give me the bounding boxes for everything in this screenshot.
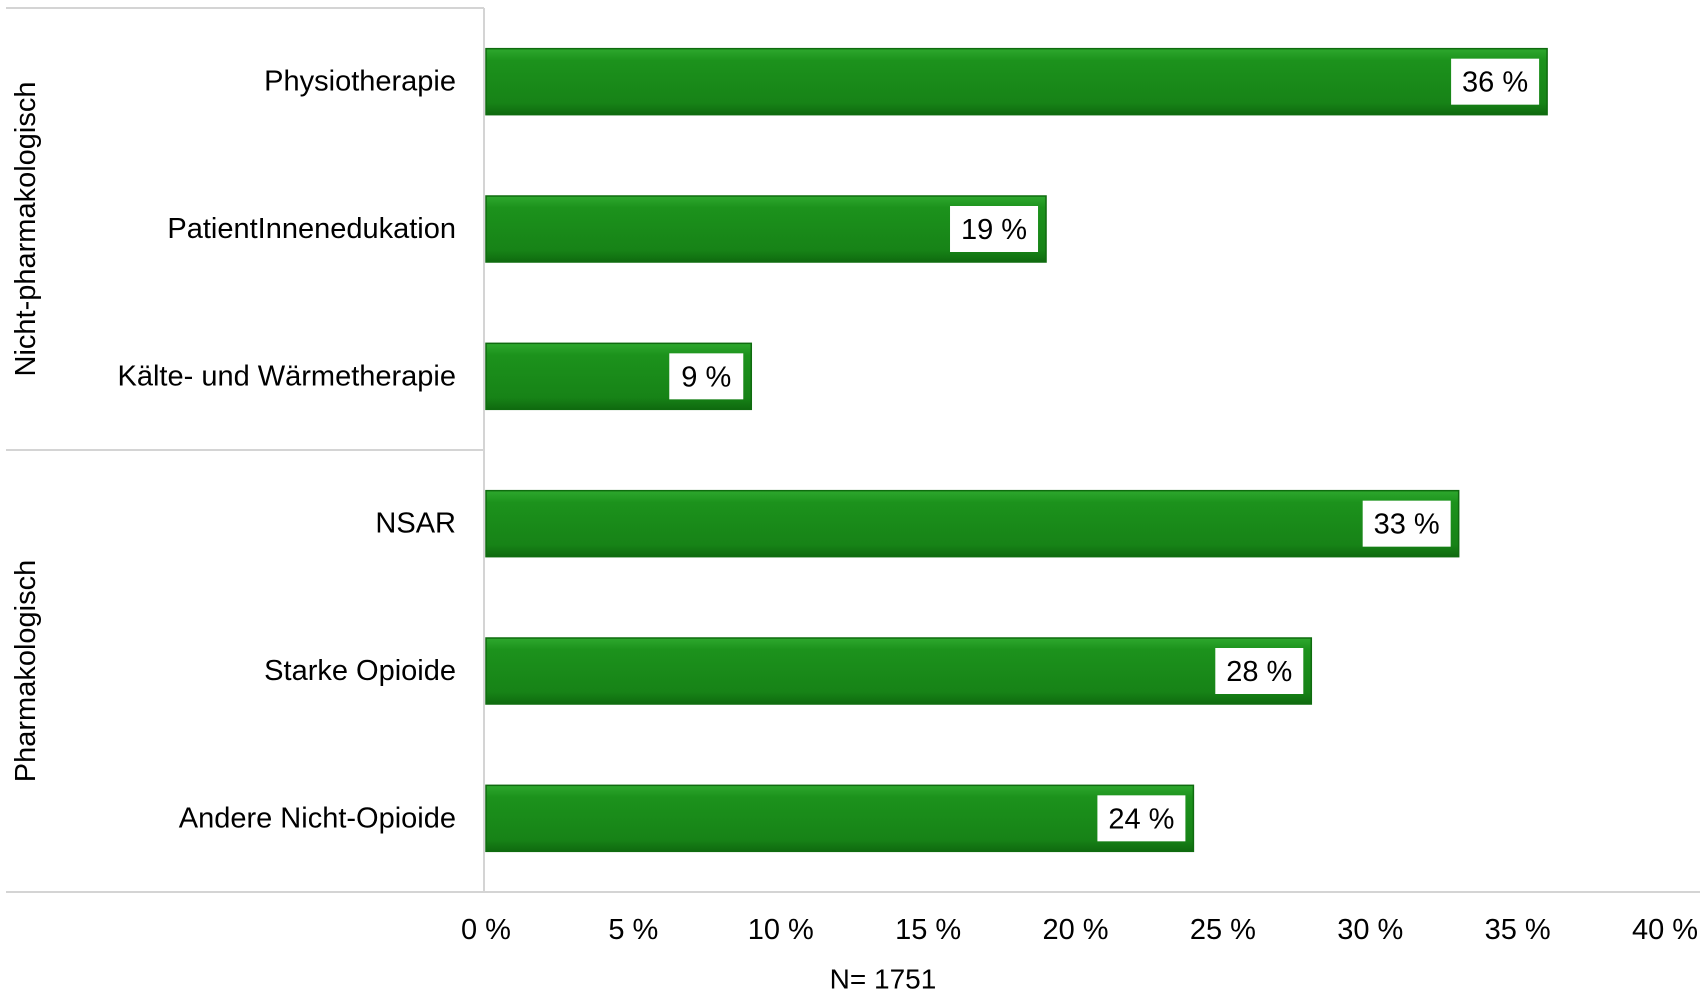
x-tick-label: 35 % [1485, 914, 1551, 946]
sample-size-note: N= 1751 [830, 964, 937, 995]
data-label: 19 % [961, 214, 1027, 246]
x-tick-label: 25 % [1190, 914, 1256, 946]
data-label: 24 % [1108, 803, 1174, 835]
data-label: 9 % [681, 361, 731, 393]
data-label-box [669, 353, 744, 400]
data-label-box [1362, 500, 1451, 547]
data-label-box [1215, 648, 1304, 694]
category-label: Starke Opioide [264, 655, 456, 687]
category-label: Physiotherapie [264, 66, 456, 98]
data-label: 36 % [1462, 67, 1528, 99]
data-label-box [1451, 58, 1540, 105]
x-tick-label: 20 % [1042, 914, 1108, 946]
bar [485, 637, 1313, 705]
x-tick-label: 10 % [748, 914, 814, 946]
category-label: NSAR [375, 508, 456, 540]
x-tick-label: 30 % [1337, 914, 1403, 946]
category-label: PatientInnenedukation [167, 213, 456, 245]
category-label: Kälte- und Wärmetherapie [118, 360, 457, 392]
category-label: Andere Nicht-Opioide [179, 802, 456, 834]
bars [485, 47, 1548, 853]
group-label: Pharmakologisch [10, 560, 42, 782]
bar [485, 784, 1195, 853]
x-tick-label: 0 % [461, 914, 511, 946]
data-label-box [950, 206, 1039, 252]
bar [485, 489, 1460, 558]
group-label: Nicht-pharmakologisch [10, 82, 42, 377]
data-label-box [1097, 795, 1186, 842]
x-tick-label: 40 % [1632, 914, 1698, 946]
data-label: 33 % [1374, 509, 1440, 541]
data-label: 28 % [1226, 656, 1292, 688]
x-tick-label: 15 % [895, 914, 961, 946]
category-frame [6, 7, 1700, 893]
labels: Nicht-pharmakologisch Pharmakologisch Phys… [10, 58, 1698, 995]
bar [485, 47, 1548, 116]
x-tick-label: 5 % [608, 914, 658, 946]
